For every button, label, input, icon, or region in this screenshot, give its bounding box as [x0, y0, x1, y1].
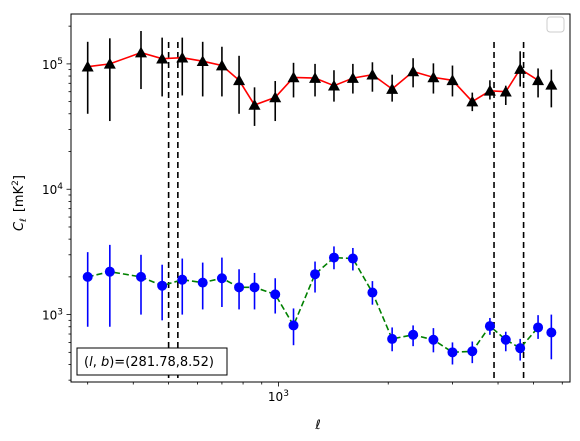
series-2-point-19 [467, 346, 478, 357]
series-1-point-17 [427, 71, 440, 83]
series-2-point-15 [387, 333, 398, 344]
series-2-point-4 [177, 274, 188, 285]
series-2-point-2 [135, 271, 146, 282]
x-axis-label: ℓ [314, 418, 320, 433]
series-2-point-12 [328, 252, 339, 263]
series-1-point-20 [483, 84, 496, 96]
series-2-point-3 [157, 280, 168, 291]
series-2-point-24 [546, 327, 557, 338]
series-1-point-1 [103, 57, 116, 69]
series-2-point-17 [428, 334, 439, 345]
series-2-point-18 [447, 347, 458, 358]
series-2-point-23 [533, 322, 544, 333]
plot-frame [70, 13, 571, 383]
annotation-comma: , [93, 355, 101, 370]
series-2-point-9 [270, 289, 281, 300]
series-1-point-5 [196, 55, 209, 67]
series-2-point-0 [82, 271, 93, 282]
y-tick-label-0: 103 [42, 308, 63, 323]
series-1-point-4 [176, 51, 189, 63]
series-1-point-18 [446, 74, 459, 86]
y-axis-label: Cℓ [mK2] [11, 175, 29, 231]
y-tick-label-2: 105 [42, 57, 63, 72]
series-2-point-22 [515, 343, 526, 354]
series-1-point-24 [545, 78, 558, 90]
series-1-point-14 [366, 68, 379, 80]
plot-layer [81, 30, 558, 382]
series-1-point-13 [346, 72, 359, 83]
y-axis-label-unit-close: ] [12, 175, 27, 180]
series-2-point-7 [234, 282, 245, 293]
annotation-rest: )=(281.78,8.52) [109, 355, 214, 370]
series-2-point-14 [367, 287, 378, 298]
series-1-point-23 [532, 74, 545, 86]
series-1-point-10 [287, 71, 300, 83]
annotation-b: b [101, 355, 109, 370]
series-1-point-8 [248, 98, 261, 110]
series-1-point-6 [215, 59, 228, 71]
x-tick-label-0: 103 [268, 389, 289, 404]
y-tick-label-1: 104 [42, 182, 63, 197]
series-2-point-21 [500, 334, 511, 345]
series-1-point-12 [327, 79, 340, 91]
series-1-point-16 [407, 65, 420, 77]
y-axis-label-unit-sup: 2 [11, 180, 21, 186]
series-1-point-7 [233, 74, 246, 86]
series-2-point-5 [197, 277, 208, 288]
y-axis-label-main: C [12, 221, 27, 231]
series-2-point-6 [216, 273, 227, 284]
y-axis-label-unit: [mK [12, 185, 27, 212]
annotation-box: (l, b)=(281.78,8.52) [76, 347, 228, 376]
series-2-point-13 [347, 253, 358, 264]
annotation-l: l [89, 355, 93, 370]
series-1-point-2 [134, 46, 147, 58]
series-1-point-21 [499, 85, 512, 97]
series-1-point-3 [156, 52, 169, 64]
svg-text:(l, b)=(281.78,8.52): (l, b)=(281.78,8.52) [84, 355, 214, 370]
series-1-point-15 [386, 83, 399, 94]
legend-box [546, 16, 565, 33]
y-axis-label-sub: ℓ [19, 218, 29, 223]
series-1-point-19 [466, 95, 479, 107]
series-2-point-20 [484, 321, 495, 332]
series-2-point-1 [104, 266, 115, 277]
series-2-point-8 [249, 282, 260, 293]
series-2-point-10 [288, 320, 299, 331]
series-1-point-9 [269, 91, 282, 103]
series-2-point-16 [408, 329, 419, 340]
series-2-point-11 [310, 269, 321, 280]
series-1-point-11 [309, 72, 322, 83]
series-1-point-22 [514, 63, 527, 74]
annotation-open: ( [84, 355, 89, 370]
series-1-point-0 [81, 60, 94, 72]
ticks-layer: 103 103 104 105 [42, 25, 563, 404]
